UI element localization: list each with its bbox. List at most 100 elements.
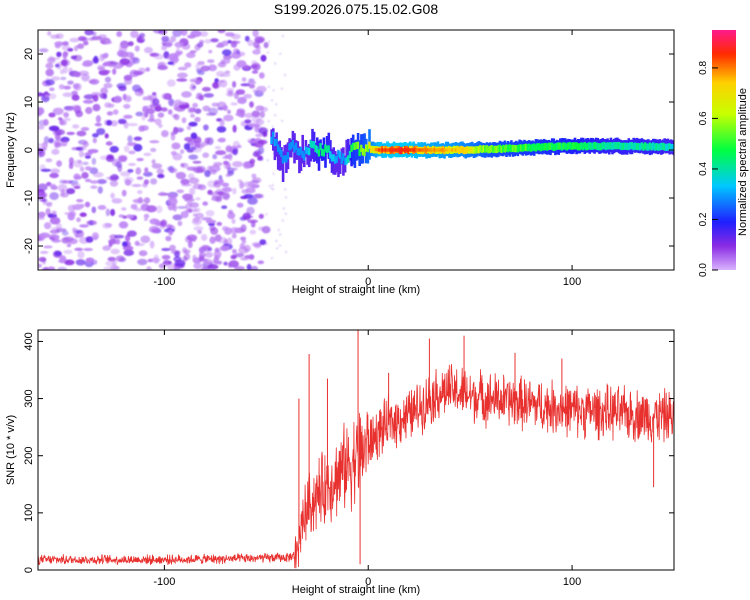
noise-blob (79, 212, 87, 217)
noise-blob (192, 102, 199, 108)
noise-blob (68, 211, 77, 217)
noise-blob (279, 233, 282, 236)
noise-blob (44, 222, 52, 230)
noise-blob (280, 119, 284, 123)
ridge-cell (273, 136, 277, 161)
ridge-cell (382, 148, 386, 152)
spectrogram-xtick-label: 100 (563, 276, 581, 288)
noise-blob (38, 216, 45, 220)
ridge-cell (443, 148, 446, 152)
ridge-cell (386, 148, 389, 152)
noise-blob (51, 239, 61, 243)
noise-blob (173, 126, 179, 135)
noise-blob (279, 52, 282, 55)
noise-blob (156, 168, 164, 175)
noise-blob (280, 87, 284, 90)
ridge-cell (324, 144, 327, 152)
spectrogram-ytick-label: -10 (23, 190, 35, 206)
ridge-cell (508, 144, 511, 152)
noise-blob (249, 158, 256, 164)
ridge-cell (351, 142, 355, 151)
noise-blob (135, 243, 145, 247)
ridge-cell (322, 149, 325, 157)
ridge-cell (358, 148, 361, 157)
noise-blob (240, 257, 249, 261)
noise-blob (57, 266, 67, 270)
noise-blob (219, 119, 225, 127)
noise-blob (168, 229, 174, 236)
noise-blob (59, 255, 67, 263)
noise-blob (236, 144, 242, 149)
ridge-cell (488, 145, 492, 153)
ridge-cell (469, 148, 472, 152)
ridge-cell (599, 143, 603, 151)
snr-xtick-label: -100 (153, 576, 175, 588)
noise-blob (204, 137, 211, 144)
noise-blob (118, 85, 127, 92)
ridge-cell (547, 142, 550, 150)
noise-blob (234, 92, 239, 100)
noise-blob (218, 137, 226, 143)
noise-blob (189, 50, 197, 54)
ridge-cell (629, 142, 632, 150)
ridge-cell (611, 142, 614, 150)
ridge-cell (546, 143, 549, 151)
noise-blob (258, 72, 265, 79)
noise-blob (150, 147, 157, 153)
noise-blob (80, 203, 85, 208)
noise-blob (241, 189, 249, 194)
noise-blob (216, 126, 227, 133)
ridge-cell (638, 143, 642, 151)
noise-blob (242, 161, 251, 169)
spectrogram-xtick-label: -100 (153, 276, 175, 288)
noise-blob (75, 110, 83, 118)
ridge-cell (459, 148, 462, 152)
noise-blob (71, 94, 80, 101)
ridge-cell (366, 146, 370, 164)
ridge-cell (591, 142, 594, 150)
ridge-cell (334, 156, 337, 164)
ridge-cell (342, 147, 345, 176)
ridge-cell (425, 148, 428, 152)
noise-blob (123, 145, 130, 153)
noise-blob (188, 154, 199, 160)
ridge-cell (471, 146, 474, 154)
noise-blob (40, 192, 48, 198)
noise-blob (73, 45, 79, 52)
ridge-cell (270, 136, 273, 144)
noise-blob (117, 118, 127, 124)
noise-blob (217, 236, 227, 244)
noise-blob (82, 99, 94, 104)
noise-blob (133, 136, 143, 141)
ridge-cell (316, 146, 319, 154)
ridge-cell (492, 145, 495, 154)
noise-blob (153, 53, 165, 60)
noise-blob (128, 150, 136, 155)
ridge-cell (585, 143, 588, 151)
ridge-cell (418, 148, 421, 152)
ridge-cell (366, 145, 369, 153)
noise-blob (77, 251, 85, 259)
noise-blob (85, 257, 95, 263)
noise-blob (81, 73, 90, 82)
noise-blob (275, 239, 278, 243)
snr-line (38, 364, 674, 569)
noise-blob (127, 135, 133, 143)
noise-blob (92, 103, 101, 112)
noise-blob (84, 30, 94, 36)
noise-blob (167, 61, 174, 65)
ridge-cell (642, 143, 645, 151)
noise-blob (184, 198, 195, 202)
ridge-cell (500, 145, 503, 153)
noise-blob (49, 216, 61, 225)
ridge-cell (472, 146, 475, 154)
noise-blob (89, 78, 100, 85)
noise-blob (74, 71, 81, 78)
ridge-cell (348, 150, 352, 158)
noise-blob (63, 249, 73, 255)
ridge-cell (299, 150, 303, 171)
ridge-cell (394, 148, 397, 152)
noise-blob (134, 45, 140, 52)
colorbar-gradient (712, 30, 736, 270)
